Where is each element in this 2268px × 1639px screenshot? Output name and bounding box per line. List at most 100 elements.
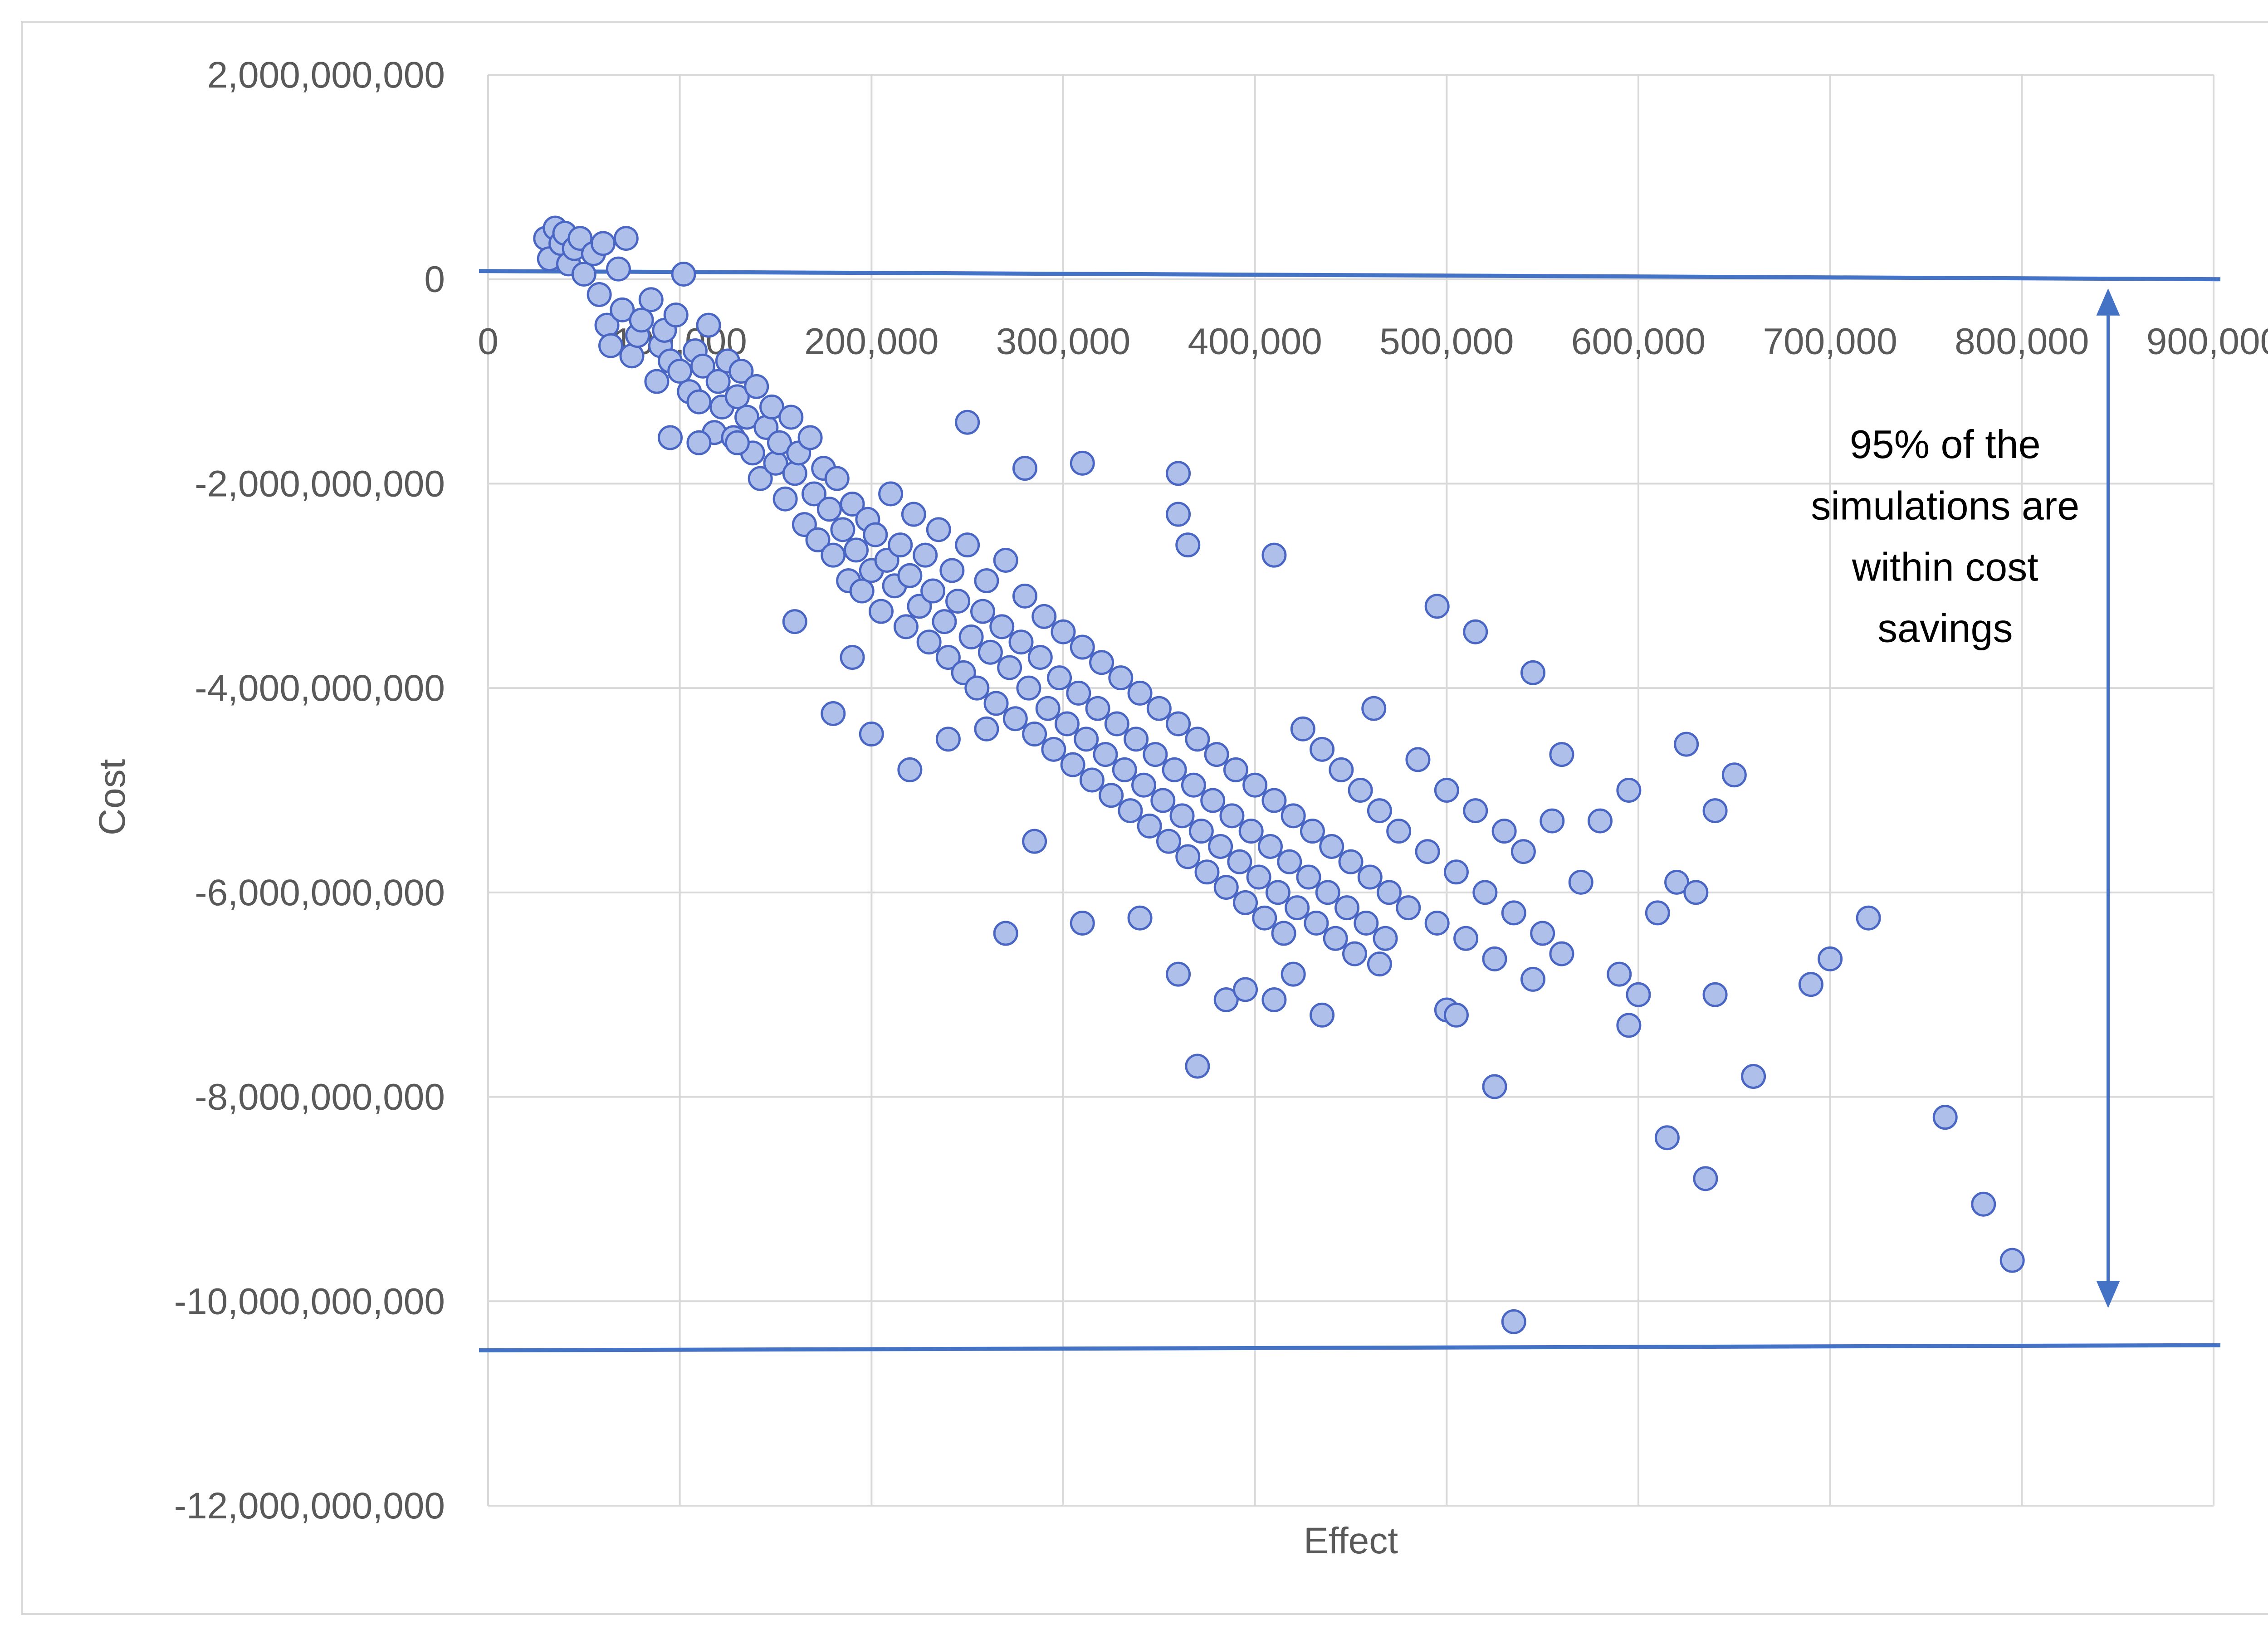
data-point <box>1342 941 1367 966</box>
data-point <box>1702 798 1728 824</box>
data-point <box>1549 941 1574 966</box>
data-point <box>913 542 938 568</box>
data-point <box>1568 869 1593 895</box>
data-point <box>671 261 696 287</box>
data-point <box>1022 722 1047 747</box>
data-point <box>821 701 846 726</box>
data-point <box>1219 803 1245 829</box>
data-point <box>767 430 792 455</box>
data-point <box>1693 1166 1718 1191</box>
data-point <box>1261 542 1287 568</box>
data-point <box>993 547 1018 573</box>
data-point <box>1047 665 1072 691</box>
data-point <box>1200 788 1226 813</box>
data-point <box>1093 742 1118 767</box>
chart-frame: 2,000,000,000 0 -2,000,000,000 -4,000,000,0… <box>21 21 2268 1615</box>
data-point <box>690 353 715 379</box>
data-point <box>863 522 888 547</box>
lower-bound-line <box>479 1343 2221 1352</box>
y-tick-label: -6,000,000,000 <box>195 872 445 913</box>
data-point <box>1323 926 1348 951</box>
data-point <box>830 517 855 542</box>
data-point <box>897 563 923 588</box>
data-point <box>1285 895 1310 921</box>
y-tick-label: -12,000,000,000 <box>174 1485 445 1527</box>
data-point <box>974 716 999 741</box>
data-point <box>932 609 957 634</box>
arrow-head-down <box>2096 1281 2120 1308</box>
data-point <box>1131 772 1157 798</box>
data-point <box>1463 619 1488 644</box>
data-point <box>821 542 846 568</box>
data-point <box>1645 900 1670 926</box>
data-point <box>945 589 971 614</box>
data-point <box>1242 772 1268 798</box>
arrow-head-up <box>2096 288 2120 316</box>
data-points <box>533 215 2025 1334</box>
data-point <box>619 343 645 369</box>
data-point <box>1453 926 1479 951</box>
x-tick-label: 500,000 <box>1379 321 1514 362</box>
data-point <box>1607 961 1632 987</box>
data-point <box>1185 727 1210 752</box>
data-point <box>1338 849 1364 874</box>
data-point <box>1238 819 1264 844</box>
data-point <box>1137 813 1162 839</box>
data-point <box>888 532 913 558</box>
data-point <box>1932 1105 1958 1130</box>
data-point <box>1035 696 1061 721</box>
data-point <box>844 537 869 563</box>
data-point <box>1233 977 1258 1002</box>
data-point <box>724 430 750 455</box>
data-point <box>658 425 683 450</box>
data-point <box>1208 834 1233 859</box>
data-point <box>1074 727 1099 752</box>
data-point <box>1386 819 1412 844</box>
data-point <box>1373 926 1398 951</box>
data-point <box>1079 767 1105 793</box>
data-point <box>696 312 721 338</box>
data-point <box>1012 456 1037 481</box>
data-point <box>1175 532 1201 558</box>
data-point <box>1002 706 1028 732</box>
data-point <box>1070 910 1095 936</box>
data-point <box>644 369 670 394</box>
y-tick-label: 2,000,000,000 <box>207 54 445 96</box>
data-point <box>1261 987 1287 1012</box>
data-point <box>1281 961 1306 987</box>
data-point <box>1181 772 1206 798</box>
data-point <box>606 256 631 282</box>
data-point <box>1367 798 1392 824</box>
data-point <box>974 568 999 594</box>
data-point <box>1654 1125 1680 1151</box>
data-point <box>1166 961 1191 987</box>
data-point <box>897 757 923 782</box>
data-point <box>1491 819 1517 844</box>
data-point <box>840 492 865 517</box>
data-point <box>816 497 842 522</box>
data-point <box>782 609 807 634</box>
data-point <box>587 282 612 307</box>
data-point <box>997 655 1022 680</box>
data-point <box>1257 834 1283 859</box>
data-point <box>797 425 823 450</box>
bracket-arrow <box>2096 288 2120 1308</box>
data-point <box>610 297 635 322</box>
data-point <box>1041 737 1066 762</box>
data-point <box>935 727 961 752</box>
data-point <box>1233 890 1258 915</box>
data-point <box>591 231 616 256</box>
data-point <box>1188 819 1214 844</box>
data-point <box>744 374 769 399</box>
data-point <box>734 405 760 430</box>
data-point <box>1175 844 1201 869</box>
upper-bound-line <box>479 269 2221 282</box>
data-point <box>1405 747 1431 772</box>
x-tick-labels: 0 100,000 200,000 300,000 400,000 500,000 600,… <box>478 321 2268 362</box>
data-point <box>686 430 712 455</box>
data-point <box>759 394 785 420</box>
data-point <box>1329 757 1354 782</box>
annotation-line: 95% of the <box>1850 422 2041 467</box>
data-point <box>1085 696 1110 721</box>
data-point <box>1166 711 1191 737</box>
